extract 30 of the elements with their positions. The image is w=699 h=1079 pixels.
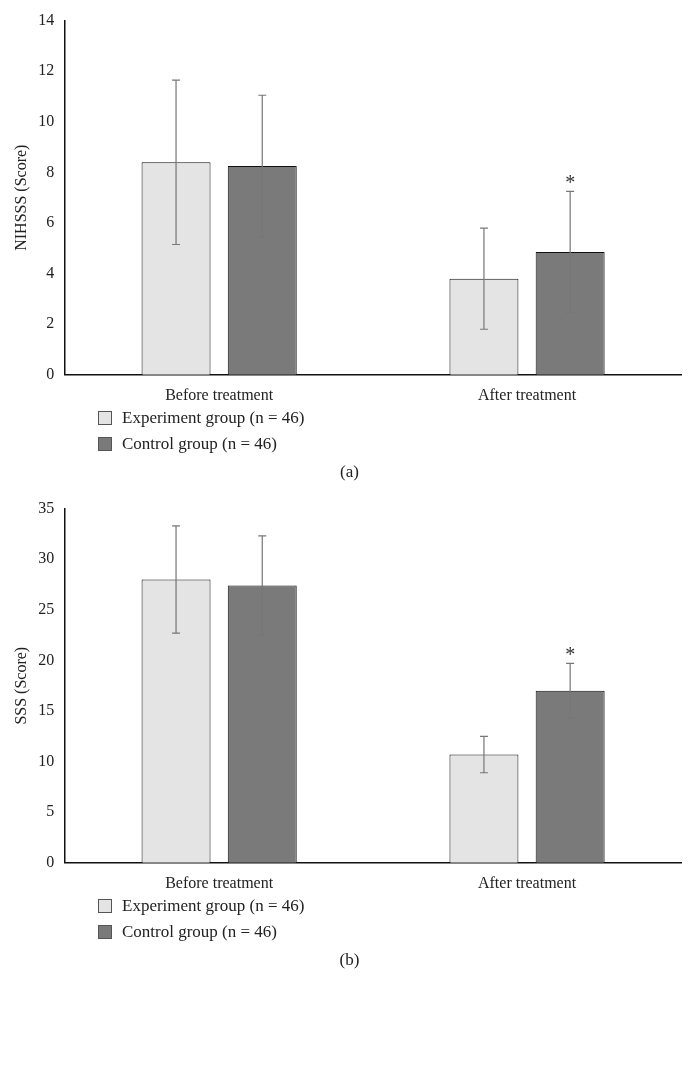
- y-tick-label: 0: [46, 853, 55, 870]
- y-axis-title: SSS (Score): [11, 646, 30, 725]
- legend-label: Control group (n = 46): [122, 434, 278, 454]
- legend-label: Control group (n = 46): [122, 922, 278, 942]
- data-label: *: [565, 170, 576, 193]
- y-tick-label: 6: [46, 213, 55, 231]
- legend-label: Experiment group (n = 46): [122, 408, 305, 428]
- y-tick-label: 35: [38, 498, 55, 516]
- y-tick-label: 10: [38, 751, 55, 769]
- y-tick-label: 5: [46, 802, 55, 820]
- y-tick-label: 10: [38, 112, 55, 129]
- y-tick-label: 25: [38, 600, 55, 617]
- text: (a): [339, 462, 360, 482]
- y-tick-label: 4: [46, 263, 55, 281]
- legend-label: Experiment group (n = 46): [122, 896, 305, 916]
- y-tick-label: 2: [46, 314, 55, 332]
- data-label: *: [565, 642, 576, 665]
- x-tick-label: After treatment: [477, 873, 577, 891]
- y-tick-label: 12: [38, 61, 55, 79]
- y-tick-label: 8: [46, 162, 55, 180]
- y-tick-label: 20: [38, 650, 55, 668]
- x-tick-label: After treatment: [477, 385, 577, 403]
- text: (b): [338, 950, 361, 970]
- y-tick-label: 0: [46, 365, 55, 382]
- y-tick-label: 15: [38, 701, 55, 719]
- x-tick-label: Before treatment: [165, 385, 274, 403]
- y-axis-title: NIHSSS (Score): [11, 144, 30, 251]
- y-tick-label: 14: [38, 10, 55, 28]
- y-tick-label: 30: [38, 549, 55, 567]
- x-tick-label: Before treatment: [165, 873, 274, 891]
